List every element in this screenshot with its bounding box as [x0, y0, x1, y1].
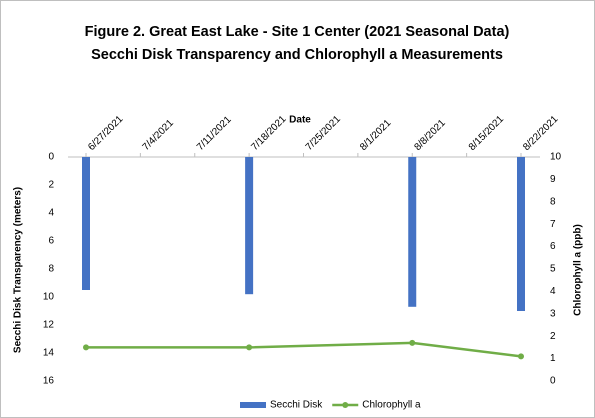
- y2-tick-label: 1: [550, 353, 556, 364]
- chart-subtitle: Secchi Disk Transparency and Chlorophyll…: [91, 47, 503, 63]
- line-point: [83, 344, 89, 351]
- y2-tick-label: 4: [550, 286, 556, 297]
- line-point: [246, 344, 253, 351]
- y2-tick-label: 7: [550, 219, 556, 230]
- bar: [245, 157, 254, 295]
- y-tick-label: 12: [43, 320, 55, 331]
- bar: [517, 157, 525, 311]
- legend-swatch: [342, 402, 349, 408]
- y-tick-label: 14: [43, 348, 55, 359]
- x-axis-title: Date: [289, 115, 311, 126]
- y-tick-label: 8: [48, 264, 54, 275]
- y2-tick-label: 0: [550, 376, 556, 387]
- y2-tick-label: 9: [550, 174, 556, 185]
- y-axis-title: Secchi Disk Transparency (meters): [13, 187, 24, 353]
- y2-tick-label: 5: [550, 264, 556, 275]
- legend-label: Chlorophyll a: [362, 400, 421, 411]
- y-tick-label: 0: [48, 152, 54, 163]
- y2-axis-title: Chlorophyll a (ppb): [573, 224, 584, 316]
- y-tick-label: 2: [48, 180, 54, 191]
- line-point: [518, 353, 524, 360]
- line: [86, 341, 522, 358]
- line-point: [409, 339, 416, 346]
- legend-swatch: [240, 402, 266, 408]
- y2-tick-label: 3: [550, 308, 556, 319]
- y-tick-label: 16: [43, 376, 55, 387]
- y2-tick-label: 10: [550, 152, 562, 163]
- y-tick-label: 10: [43, 292, 55, 303]
- y2-tick-label: 8: [550, 196, 556, 207]
- y-tick-label: 6: [48, 236, 54, 247]
- y2-tick-label: 6: [550, 241, 556, 252]
- y-tick-label: 4: [48, 208, 54, 219]
- bar: [82, 157, 90, 290]
- bar: [408, 157, 417, 307]
- y2-tick-label: 2: [550, 331, 556, 342]
- chart-title: Figure 2. Great East Lake - Site 1 Cente…: [85, 24, 510, 40]
- legend-label: Secchi Disk: [270, 400, 323, 411]
